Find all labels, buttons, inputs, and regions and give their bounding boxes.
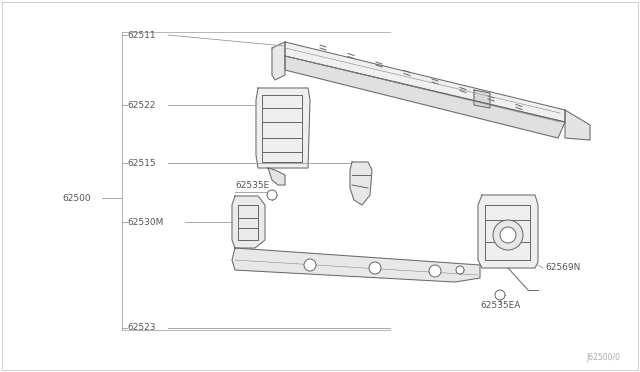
Polygon shape bbox=[565, 110, 590, 140]
Text: 62569N: 62569N bbox=[545, 263, 580, 273]
Circle shape bbox=[495, 290, 505, 300]
Polygon shape bbox=[474, 90, 490, 108]
Polygon shape bbox=[232, 248, 480, 282]
Text: 62523: 62523 bbox=[127, 324, 156, 333]
Polygon shape bbox=[272, 42, 285, 80]
Circle shape bbox=[304, 259, 316, 271]
Circle shape bbox=[456, 266, 464, 274]
Text: 62500: 62500 bbox=[62, 193, 91, 202]
Text: 62515: 62515 bbox=[127, 158, 156, 167]
Circle shape bbox=[493, 220, 523, 250]
Text: 62511: 62511 bbox=[127, 31, 156, 39]
Polygon shape bbox=[232, 196, 265, 248]
Circle shape bbox=[369, 262, 381, 274]
Polygon shape bbox=[478, 195, 538, 268]
Text: 62535E: 62535E bbox=[235, 180, 269, 189]
Circle shape bbox=[500, 227, 516, 243]
Text: 62530M: 62530M bbox=[127, 218, 163, 227]
Polygon shape bbox=[350, 162, 372, 205]
Polygon shape bbox=[285, 42, 565, 122]
Circle shape bbox=[267, 190, 277, 200]
Circle shape bbox=[429, 265, 441, 277]
Text: 62535EA: 62535EA bbox=[480, 301, 520, 310]
Text: 62522: 62522 bbox=[127, 100, 156, 109]
Polygon shape bbox=[268, 168, 285, 185]
Polygon shape bbox=[256, 88, 310, 168]
Polygon shape bbox=[285, 56, 565, 138]
Text: J62500/0: J62500/0 bbox=[586, 353, 620, 362]
